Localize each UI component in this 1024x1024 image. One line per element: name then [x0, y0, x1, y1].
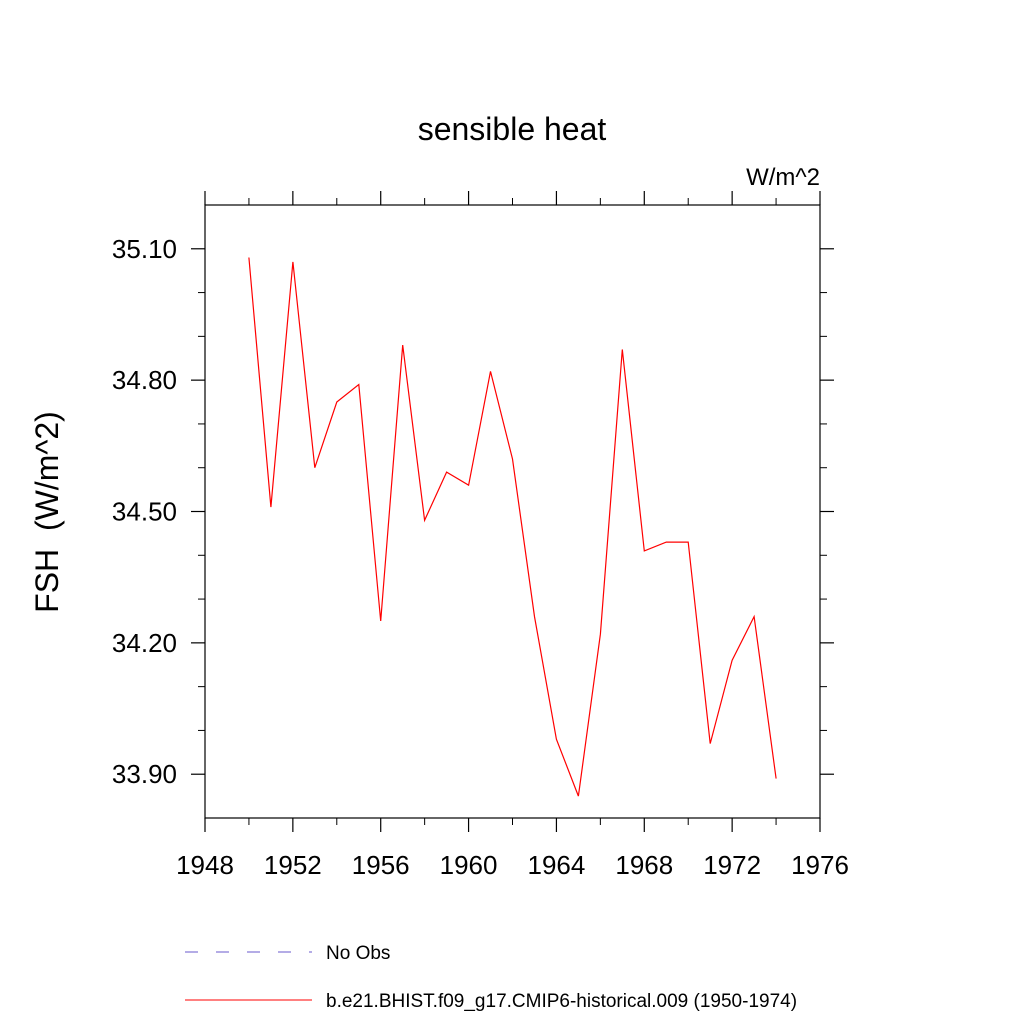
y-axis-label: FSH (W/m^2)	[29, 411, 65, 613]
legend-label: No Obs	[326, 943, 390, 964]
chart-title: sensible heat	[418, 111, 607, 147]
legend-label: b.e21.BHIST.f09_g17.CMIP6-historical.009…	[326, 991, 797, 1012]
y-tick-label: 34.20	[112, 628, 177, 658]
y-tick-label: 34.50	[112, 497, 177, 527]
plot-frame	[204, 204, 821, 819]
y-tick-label: 34.80	[112, 365, 177, 395]
x-tick-label: 1948	[176, 850, 234, 880]
x-tick-label: 1976	[791, 850, 849, 880]
units-label: W/m^2	[746, 164, 820, 191]
x-tick-label: 1952	[264, 850, 322, 880]
legend: No Obs b.e21.BHIST.f09_g17.CMIP6-historic…	[185, 943, 797, 1012]
x-tick-label: 1960	[440, 850, 498, 880]
series-layer	[248, 257, 777, 797]
x-tick-label: 1956	[352, 850, 410, 880]
series-line	[248, 257, 777, 797]
y-tick-label: 33.90	[112, 759, 177, 789]
y-tick-label: 35.10	[112, 234, 177, 264]
x-tick-label: 1964	[528, 850, 586, 880]
axes: 1948 1952 1956 1960 1964 1968 1972 1976 33.90 34.…	[112, 191, 849, 880]
x-tick-label: 1972	[703, 850, 761, 880]
x-tick-label: 1968	[615, 850, 673, 880]
